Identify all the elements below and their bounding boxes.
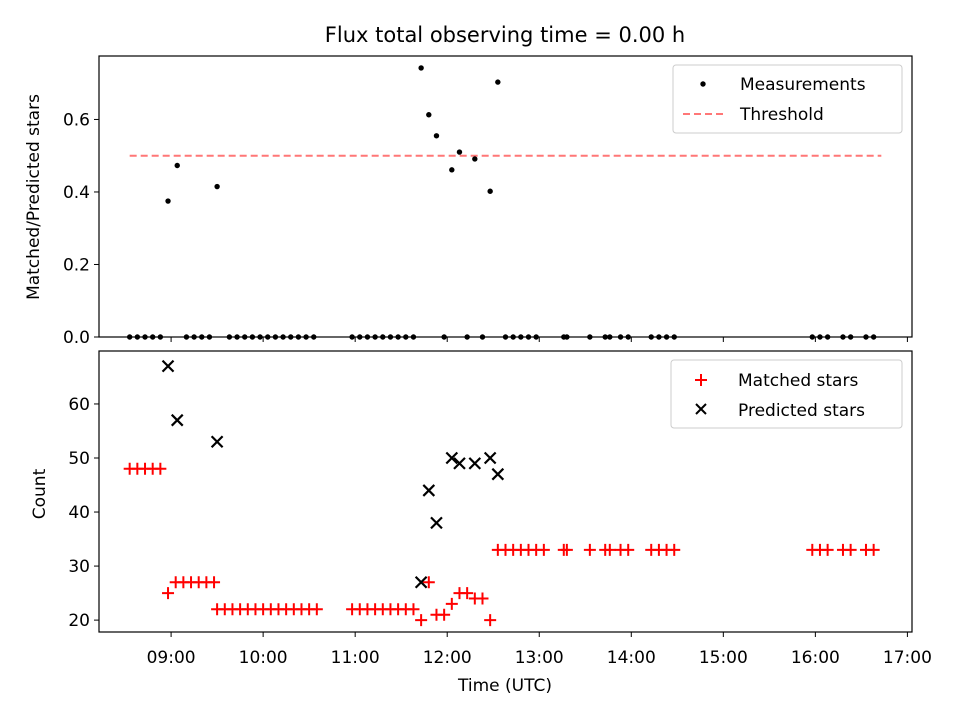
legend-predicted-label: Predicted stars [738,401,865,421]
predicted-star-point [445,451,459,465]
predicted-star-point [210,435,224,449]
predicted-star-point [491,467,505,481]
matched-star-point [310,603,323,616]
y-tick-label: 0.0 [63,328,90,348]
x-tick-label: 14:00 [607,648,656,668]
matched-star-point [537,543,550,556]
x-tick-label: 10:00 [239,648,288,668]
y-tick-label: 50 [68,449,90,469]
bottom-axes-frame [98,350,913,633]
top-y-axis-label: Matched/Predicted stars [24,94,44,300]
predicted-star-point [414,576,428,589]
matched-star-point [668,543,681,556]
top-legend-box [672,64,903,134]
matched-star-point [484,614,497,627]
predicted-star-point [422,484,436,497]
matched-star-point [162,587,175,600]
legend-matched-label: Matched stars [738,371,858,391]
predicted-star-point [468,457,482,470]
matched-star-point [208,576,221,589]
chart-title: Flux total observing time = 0.00 h [325,23,685,47]
x-axis-label: Time (UTC) [457,676,552,696]
bottom-x-ticks: 09:00 10:00 11:00 12:00 13:00 14:00 15:00 16:00… [147,632,932,668]
matched-star-point [154,462,167,475]
measurement-point [487,188,493,194]
legend-threshold-label: Threshold [739,105,824,125]
top-panel: 0.0 0.2 0.4 0.6 Matched/Predicted stars Mea… [24,55,913,348]
bottom-y-ticks: 20 30 40 50 60 [68,395,99,631]
bottom-plot-marks [123,359,880,627]
y-tick-label: 0.4 [63,183,90,203]
matched-star-point [476,592,489,605]
measurement-point [433,133,440,139]
y-tick-label: 40 [68,503,90,523]
matched-star-point [867,543,880,556]
predicted-star-point [453,457,466,470]
matched-star-point [461,587,474,600]
legend-measurements-marker [700,81,706,87]
matched-star-point [438,608,451,621]
legend-measurements-label: Measurements [740,75,866,95]
bottom-panel: 20 30 40 50 60 09:00 10:00 11:00 12:00 13:00 14:0… [30,350,932,696]
measurement-point [426,112,432,118]
measurement-point [449,167,455,173]
matched-star-point [844,543,857,556]
top-axes-frame [98,55,913,338]
legend-matched-marker [695,374,707,386]
measurement-point [165,198,171,204]
y-tick-label: 20 [68,611,90,631]
legend-predicted-marker [695,403,707,415]
bottom-legend: Matched stars Predicted stars [670,359,903,429]
measurement-point [495,79,501,85]
matched-star-point [445,597,458,610]
predicted-star-point [161,359,175,373]
x-tick-label: 15:00 [699,648,748,668]
matched-star-point [407,603,420,616]
x-tick-label: 17:00 [883,648,932,668]
matched-star-point [583,543,596,556]
matched-star-point [622,543,635,556]
y-tick-label: 60 [68,395,90,415]
matched-star-point [821,543,834,556]
measurement-point [472,156,478,162]
matched-star-point [560,543,573,556]
x-tick-label: 09:00 [147,648,196,668]
measurement-point [418,65,424,71]
y-tick-label: 0.2 [63,255,90,275]
x-tick-label: 16:00 [791,648,840,668]
predicted-star-point [430,516,443,530]
top-legend: Measurements Threshold [672,64,903,134]
measurement-point [174,162,180,169]
bottom-y-axis-label: Count [30,468,50,519]
matched-star-point [603,543,616,556]
x-tick-label: 11:00 [331,648,380,668]
x-tick-label: 12:00 [423,648,472,668]
bottom-legend-box [670,359,903,429]
y-tick-label: 30 [68,557,90,577]
matched-star-point [422,576,435,589]
top-x-ticks [170,337,908,342]
measurement-point [214,183,220,190]
predicted-star-point [170,413,184,427]
x-tick-label: 13:00 [515,648,564,668]
y-tick-label: 0.6 [63,110,90,130]
matched-star-point [415,614,428,627]
predicted-star-point [483,451,497,465]
top-y-ticks: 0.0 0.2 0.4 0.6 [63,110,99,348]
measurement-point [456,149,463,155]
